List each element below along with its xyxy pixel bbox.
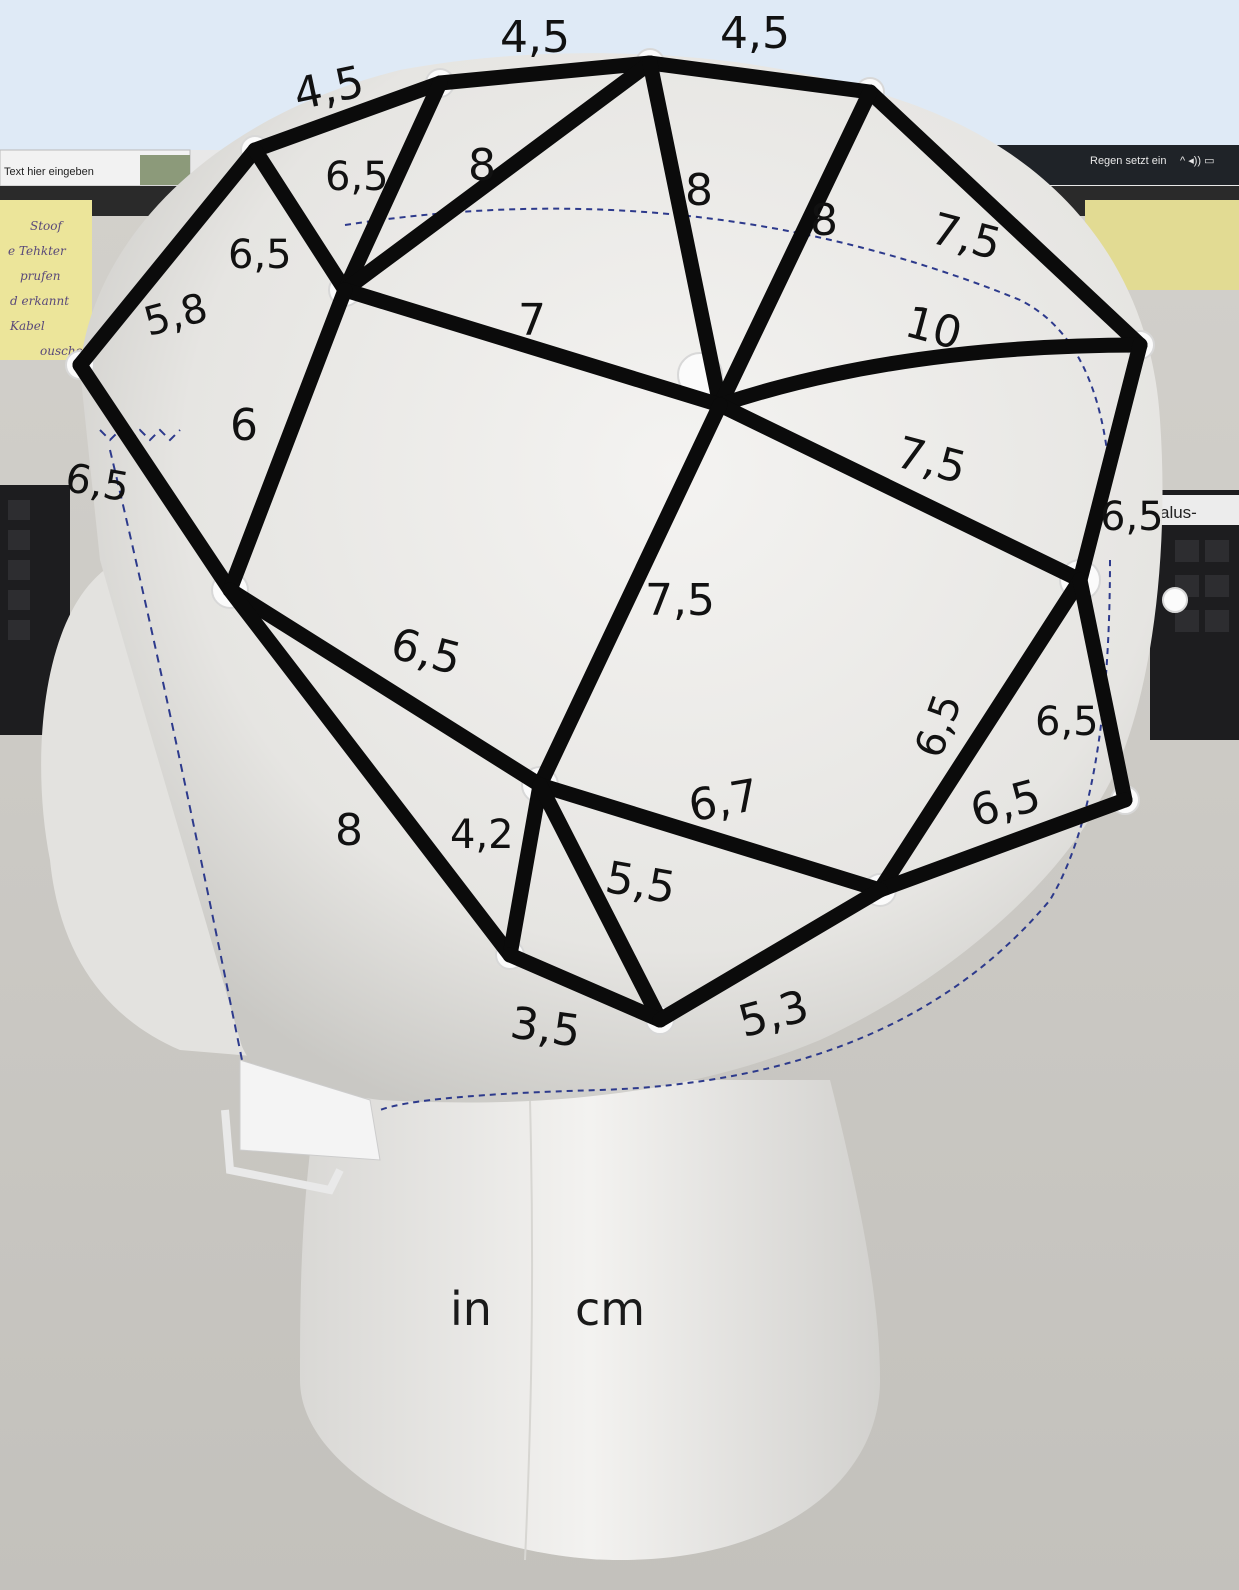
label-upper-mid-8b: 8 bbox=[810, 195, 838, 246]
label-center-7-5: 7,5 bbox=[645, 575, 715, 626]
label-lower-4-2: 4,2 bbox=[450, 812, 514, 858]
label-top-mid: 4,5 bbox=[500, 12, 570, 63]
label-tri-upper-left: 6,5 bbox=[325, 154, 389, 200]
label-lower-left-8: 8 bbox=[335, 805, 363, 856]
label-left-upper: 6,5 bbox=[228, 232, 292, 278]
svg-text:prufen: prufen bbox=[20, 269, 60, 283]
svg-text:Stoof: Stoof bbox=[30, 219, 64, 233]
label-left-6: 6 bbox=[230, 400, 258, 451]
label-top-right: 4,5 bbox=[720, 8, 790, 59]
label-upper-mid-8a: 8 bbox=[685, 165, 713, 216]
chin-strap bbox=[239, 1059, 381, 1161]
mannequin-neck bbox=[300, 1080, 880, 1560]
keyboard-label: alus- bbox=[1160, 503, 1197, 522]
label-right-edge: 6,5 bbox=[1100, 494, 1164, 540]
label-right-lower-b: 6,5 bbox=[1035, 699, 1099, 745]
unit-note-cm: cm bbox=[575, 1282, 645, 1336]
svg-text:e Tehkter: e Tehkter bbox=[8, 244, 67, 258]
unit-note-in: in bbox=[450, 1282, 492, 1336]
label-lower-center: 6,7 bbox=[685, 770, 763, 832]
measurement-labels: 4,5 4,5 4,5 6,5 8 8 8 7,5 6,5 5,8 7 10 6… bbox=[62, 8, 1164, 1058]
label-far-left: 6,5 bbox=[62, 455, 133, 511]
label-center-7: 7 bbox=[518, 295, 546, 346]
taskbar-search-text: Text hier eingeben bbox=[4, 166, 94, 178]
label-tri-upper-mid: 8 bbox=[468, 140, 496, 191]
label-lower-5-5: 5,5 bbox=[602, 852, 680, 914]
label-bottom-3-5: 3,5 bbox=[507, 998, 583, 1058]
tray-icons: ^ ◂)) ▭ bbox=[1180, 155, 1215, 167]
measurement-lines bbox=[72, 55, 1148, 1028]
sticky-note: Stoof e Tehkter prufen d erkannt Kabel o… bbox=[0, 200, 92, 360]
svg-text:Kabel: Kabel bbox=[9, 319, 45, 333]
taskbar-weather-text: Regen setzt ein bbox=[1090, 155, 1166, 167]
keyboard-right: alus- bbox=[1150, 490, 1239, 740]
svg-text:d erkannt: d erkannt bbox=[10, 294, 69, 308]
eeg-cap bbox=[80, 53, 1163, 1103]
